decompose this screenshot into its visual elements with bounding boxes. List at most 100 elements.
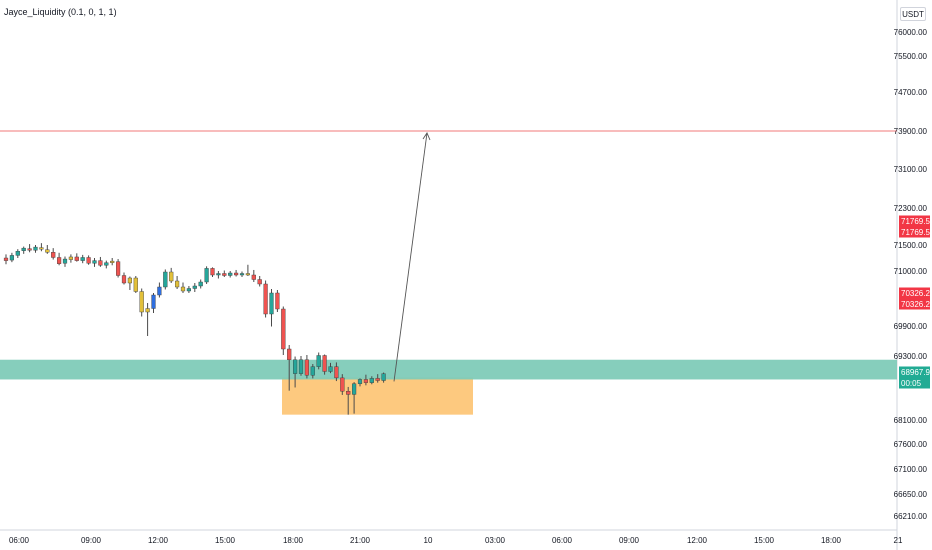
candle[interactable] [251,274,256,280]
candle[interactable] [363,379,368,383]
candle[interactable] [157,286,162,296]
candle[interactable] [133,277,138,292]
candle[interactable] [121,275,127,284]
candle[interactable] [222,273,227,276]
price-tick-label: 71500.00 [894,241,928,250]
candle[interactable] [98,260,103,266]
candle[interactable] [139,291,144,313]
candle[interactable] [228,272,233,276]
price-tag-label: 68967.99 [901,368,932,377]
candle[interactable] [169,271,174,282]
candle[interactable] [352,383,357,395]
price-tag[interactable] [899,215,930,227]
price-tag[interactable] [899,298,930,310]
time-tick-label: 10 [424,536,433,545]
price-tick-label: 69900.00 [894,322,928,331]
candle[interactable] [33,246,38,251]
candle[interactable] [334,366,339,379]
candle[interactable] [163,271,168,288]
price-tick-label: 66650.00 [894,490,928,499]
candle[interactable] [80,257,85,261]
candle[interactable] [145,308,150,313]
candle[interactable] [269,292,274,315]
candle[interactable] [257,279,262,285]
candle[interactable] [21,247,26,251]
candle[interactable] [104,262,109,266]
candle[interactable] [375,378,380,381]
candle[interactable] [233,272,239,276]
currency-selector[interactable]: USDT [900,7,926,21]
candle[interactable] [310,366,315,376]
candle[interactable] [239,273,245,276]
candle[interactable] [174,280,180,288]
price-tag[interactable] [899,226,930,238]
candle[interactable] [86,257,91,264]
candle[interactable] [275,292,280,310]
candle[interactable] [322,355,327,372]
price-tag[interactable] [899,377,930,389]
candle[interactable] [15,251,20,256]
candle[interactable] [127,277,132,284]
price-tag[interactable] [899,366,930,378]
candle[interactable] [216,273,221,276]
candle[interactable] [263,283,268,315]
price-tick-label: 72300.00 [894,204,928,213]
candle[interactable] [192,285,197,289]
candle[interactable] [74,256,79,261]
price-tag-label: 70326.29 [901,289,932,298]
price-tag-label: 71769.54 [901,228,932,237]
candle[interactable] [51,252,56,258]
price-tag[interactable] [899,287,930,299]
candle[interactable] [357,379,363,384]
candle[interactable] [9,255,14,261]
time-tick-label: 15:00 [754,536,775,545]
indicator-title[interactable]: Jayce_Liquidity (0.1, 0, 1, 1) [4,7,117,17]
time-tick-label: 06:00 [552,536,573,545]
candle[interactable] [57,257,62,264]
time-tick-label: 12:00 [148,536,169,545]
candle[interactable] [287,348,292,360]
candle[interactable] [328,366,333,372]
candle[interactable] [115,261,121,276]
candle[interactable] [298,359,304,374]
price-tick-label: 69300.00 [894,352,928,361]
demand-zone-orange[interactable] [282,377,473,415]
candle[interactable] [3,257,9,261]
candle[interactable] [198,281,203,287]
liquidity-zone-green[interactable] [0,359,897,380]
candle[interactable] [92,260,97,264]
price-tick-label: 66210.00 [894,512,928,521]
candle[interactable] [381,373,386,381]
candle[interactable] [186,288,191,292]
time-tick-label: 06:00 [9,536,30,545]
time-tick-label: 12:00 [687,536,708,545]
candle[interactable] [281,308,286,350]
candle[interactable] [68,256,73,260]
candle[interactable] [316,355,321,367]
time-tick-label: 15:00 [215,536,236,545]
candle[interactable] [204,268,209,283]
candle[interactable] [45,249,50,253]
candle[interactable] [27,248,32,251]
time-tick-label: 21 [894,536,903,545]
candle[interactable] [110,260,115,263]
time-tick-label: 21:00 [350,536,371,545]
projection-arrow[interactable] [393,132,428,382]
candle[interactable] [151,294,156,309]
time-tick-label: 18:00 [283,536,304,545]
candle[interactable] [346,391,351,395]
candle[interactable] [62,258,68,264]
candle[interactable] [39,247,44,250]
candle[interactable] [180,286,186,292]
candle[interactable] [340,377,345,392]
candle[interactable] [293,359,298,374]
candle[interactable] [304,359,309,376]
time-tick-label: 09:00 [81,536,102,545]
time-tick-label: 18:00 [821,536,842,545]
candle[interactable] [210,268,215,276]
price-tick-label: 71000.00 [894,267,928,276]
candle[interactable] [369,378,374,383]
candle[interactable] [245,273,250,276]
